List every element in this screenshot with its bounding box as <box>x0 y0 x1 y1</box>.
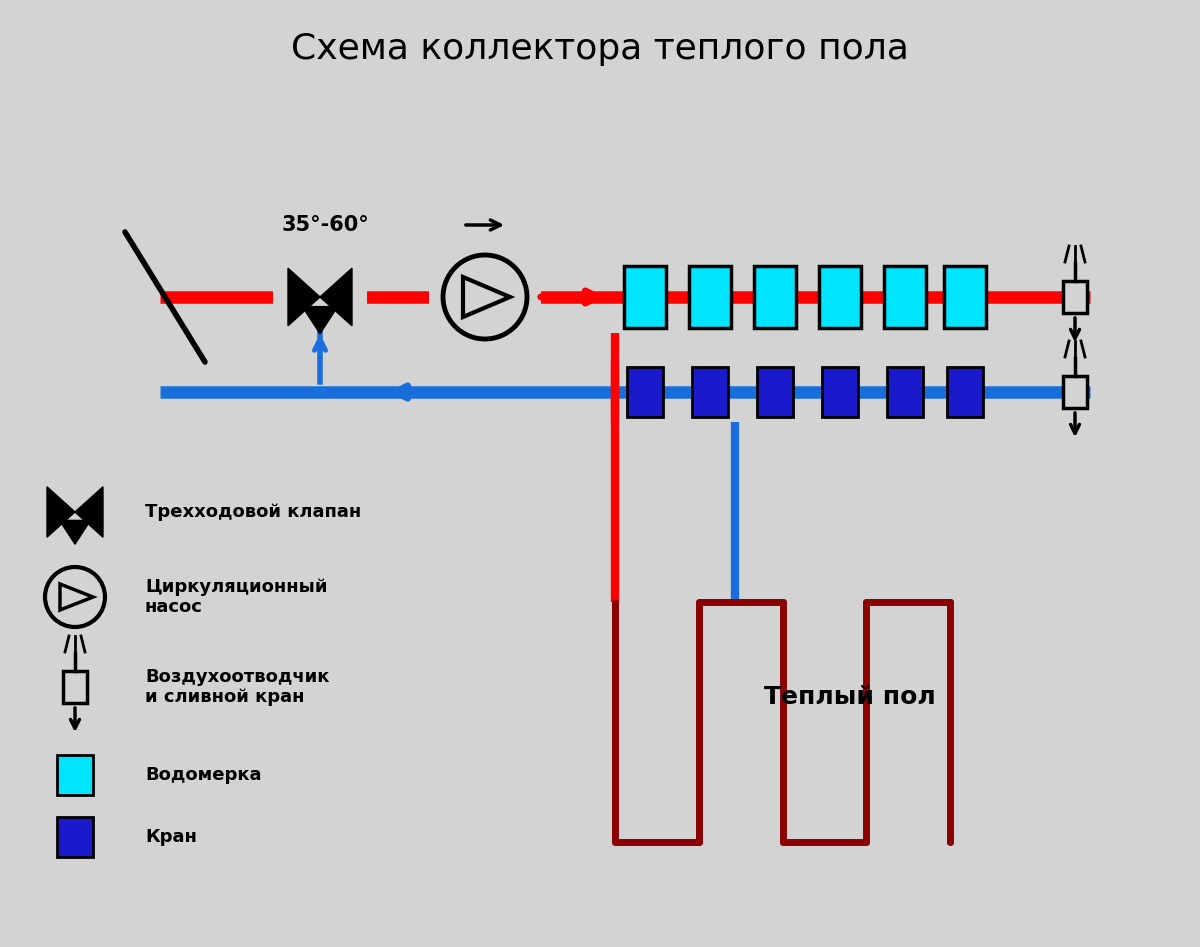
Text: Водомерка: Водомерка <box>145 766 262 784</box>
FancyBboxPatch shape <box>884 266 926 328</box>
FancyBboxPatch shape <box>757 367 793 417</box>
Polygon shape <box>288 268 320 326</box>
FancyBboxPatch shape <box>947 367 983 417</box>
FancyBboxPatch shape <box>628 367 664 417</box>
Text: Циркуляционный
насос: Циркуляционный насос <box>145 578 328 616</box>
FancyBboxPatch shape <box>58 817 94 857</box>
FancyBboxPatch shape <box>64 671 88 703</box>
Text: Схема коллектора теплого пола: Схема коллектора теплого пола <box>292 32 908 66</box>
FancyBboxPatch shape <box>822 367 858 417</box>
Text: Кран: Кран <box>145 828 197 846</box>
Polygon shape <box>60 521 90 545</box>
Polygon shape <box>320 268 352 326</box>
Polygon shape <box>74 487 103 537</box>
Circle shape <box>443 255 527 339</box>
FancyBboxPatch shape <box>1063 376 1087 408</box>
FancyBboxPatch shape <box>887 367 923 417</box>
FancyBboxPatch shape <box>944 266 986 328</box>
FancyBboxPatch shape <box>754 266 796 328</box>
Text: Трехходовой клапан: Трехходовой клапан <box>145 503 361 521</box>
Polygon shape <box>47 487 74 537</box>
Text: Теплый пол: Теплый пол <box>764 685 936 709</box>
FancyBboxPatch shape <box>624 266 666 328</box>
FancyBboxPatch shape <box>58 755 94 795</box>
FancyBboxPatch shape <box>692 367 728 417</box>
FancyBboxPatch shape <box>689 266 731 328</box>
Text: 35°-60°: 35°-60° <box>281 215 368 235</box>
FancyBboxPatch shape <box>818 266 862 328</box>
FancyBboxPatch shape <box>1063 281 1087 313</box>
Circle shape <box>46 567 106 627</box>
Polygon shape <box>302 307 337 333</box>
Text: Воздухоотводчик
и сливной кран: Воздухоотводчик и сливной кран <box>145 668 329 706</box>
